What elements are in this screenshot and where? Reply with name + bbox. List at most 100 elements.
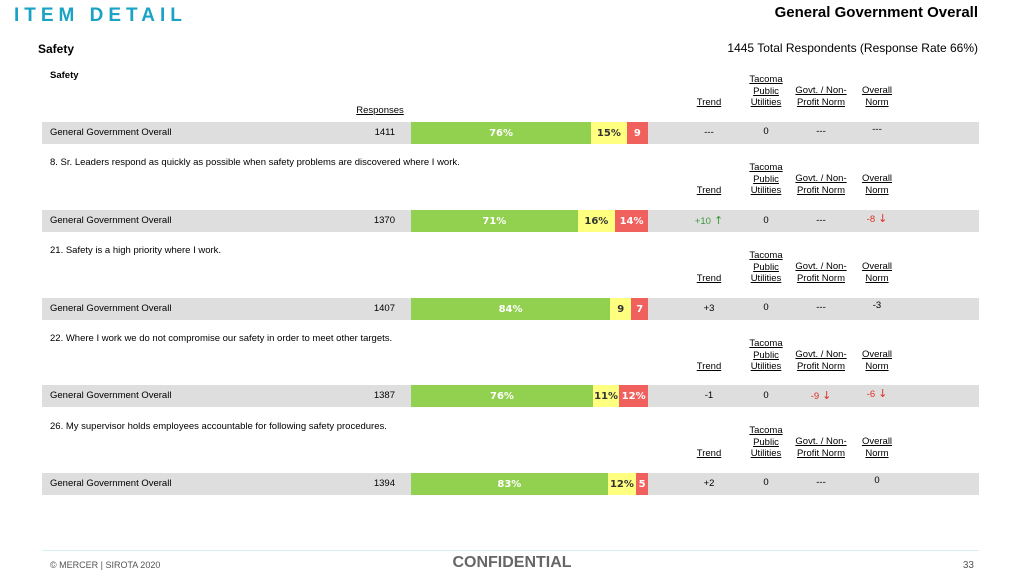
overall-norm-value: -3 bbox=[872, 300, 882, 311]
tpu-value: 0 bbox=[763, 477, 769, 488]
respondents-summary: 1445 Total Respondents (Response Rate 66… bbox=[727, 41, 978, 55]
response-count: 1411 bbox=[374, 127, 395, 138]
arrow-up-icon: ↑ bbox=[713, 214, 724, 227]
neutral-segment: 15% bbox=[591, 122, 627, 144]
overall-norm-value: -6 bbox=[866, 389, 876, 400]
govt-norm-value: --- bbox=[816, 126, 826, 137]
row-label: General Government Overall bbox=[50, 303, 172, 314]
copyright: © MERCER | SIROTA 2020 bbox=[50, 560, 161, 570]
neutral-segment: 9 bbox=[610, 298, 632, 320]
tpu-header-line: Public bbox=[753, 173, 779, 185]
row-label: General Government Overall bbox=[50, 390, 172, 401]
question-text: 8. Sr. Leaders respond as quickly as pos… bbox=[50, 157, 460, 168]
unfavorable-segment: 5 bbox=[636, 473, 648, 495]
govt-norm-value: -9 bbox=[810, 391, 820, 402]
row-label: General Government Overall bbox=[50, 215, 172, 226]
govt-norm-header-line: Govt. / Non- bbox=[795, 85, 847, 96]
govt-norm-value: --- bbox=[816, 302, 826, 313]
distribution-bar: 71% 16% 14% bbox=[411, 210, 648, 232]
favorable-segment: 76% bbox=[411, 122, 592, 144]
response-count: 1407 bbox=[373, 303, 395, 314]
trend-header: Trend bbox=[696, 361, 722, 372]
govt-norm-header-line: Govt. / Non- bbox=[795, 349, 847, 360]
favorable-segment: 71% bbox=[411, 210, 578, 232]
tpu-value: 0 bbox=[763, 302, 769, 313]
overall-norm-header-line: Overall bbox=[861, 85, 893, 96]
neutral-segment: 12% bbox=[607, 473, 637, 495]
trend-header: Trend bbox=[696, 185, 722, 196]
tpu-header: Tacoma Public Utilities bbox=[741, 74, 791, 109]
tpu-header-line: Tacoma bbox=[749, 425, 783, 436]
overall-norm-cell: -6 ↓ bbox=[852, 383, 902, 406]
arrow-down-icon: ↓ bbox=[878, 212, 888, 225]
govt-norm-header-line: Profit Norm bbox=[796, 272, 846, 284]
tpu-header-line: Tacoma bbox=[749, 74, 783, 85]
overall-norm-header-line: Overall bbox=[861, 349, 893, 360]
overall-norm-header-line: Norm bbox=[865, 447, 889, 459]
trend-header: Trend bbox=[696, 97, 722, 108]
govt-norm-header: Govt. / Non- Profit Norm bbox=[792, 436, 850, 459]
overall-norm-cell: -8 ↓ bbox=[852, 208, 902, 231]
overall-norm-header: Overall Norm bbox=[852, 436, 902, 459]
govt-norm-header-line: Govt. / Non- bbox=[795, 261, 847, 272]
page-number: 33 bbox=[962, 560, 974, 571]
trend-value: +10 bbox=[694, 216, 711, 227]
row-label: General Government Overall bbox=[50, 478, 172, 489]
row-label: General Government Overall bbox=[50, 127, 172, 138]
overall-norm-header-line: Norm bbox=[865, 96, 889, 108]
overall-norm-header: Overall Norm bbox=[852, 173, 902, 196]
responses-header: Responses bbox=[356, 105, 404, 116]
neutral-segment: 16% bbox=[577, 210, 616, 232]
section-name: Safety bbox=[38, 42, 75, 56]
response-count: 1370 bbox=[373, 215, 395, 226]
favorable-segment: 76% bbox=[411, 385, 593, 407]
footer-divider bbox=[42, 550, 979, 551]
tpu-header-line: Utilities bbox=[750, 448, 782, 459]
govt-norm-value: --- bbox=[816, 477, 826, 488]
tpu-header-line: Utilities bbox=[750, 361, 782, 372]
govt-norm-header-line: Govt. / Non- bbox=[795, 436, 847, 447]
response-count: 1387 bbox=[373, 390, 395, 401]
govt-norm-header-line: Govt. / Non- bbox=[795, 173, 847, 184]
overall-norm-header-line: Overall bbox=[861, 436, 893, 447]
govt-norm-header: Govt. / Non- Profit Norm bbox=[792, 349, 850, 372]
overall-norm-header: Overall Norm bbox=[852, 261, 902, 284]
trend-header: Trend bbox=[696, 448, 722, 459]
tpu-header-line: Public bbox=[753, 436, 779, 448]
tpu-header: Tacoma Public Utilities bbox=[741, 425, 791, 460]
tpu-value: 0 bbox=[763, 215, 769, 226]
unfavorable-segment: 9 bbox=[626, 122, 648, 144]
overall-norm-value: 0 bbox=[874, 475, 880, 486]
tpu-value: 0 bbox=[763, 390, 769, 401]
govt-norm-header-line: Profit Norm bbox=[796, 360, 846, 372]
neutral-segment: 11% bbox=[592, 385, 620, 407]
overall-norm-header-line: Overall bbox=[861, 261, 893, 272]
tpu-header-line: Public bbox=[753, 85, 779, 97]
govt-norm-header-line: Profit Norm bbox=[796, 447, 846, 459]
tpu-header-line: Utilities bbox=[750, 97, 782, 108]
tpu-header: Tacoma Public Utilities bbox=[741, 162, 791, 197]
tpu-header-line: Public bbox=[753, 349, 779, 361]
overall-norm-value: --- bbox=[872, 124, 882, 135]
favorable-segment: 84% bbox=[411, 298, 611, 320]
govt-norm-value: --- bbox=[816, 215, 826, 226]
distribution-bar: 76% 11% 12% bbox=[411, 385, 648, 407]
trend-value: --- bbox=[704, 127, 714, 138]
overall-norm-header-line: Norm bbox=[865, 272, 889, 284]
trend-value: +3 bbox=[703, 303, 715, 314]
favorable-segment: 83% bbox=[411, 473, 608, 495]
overall-norm-header-line: Norm bbox=[865, 184, 889, 196]
report-title: General Government Overall bbox=[774, 4, 978, 21]
govt-norm-header: Govt. / Non- Profit Norm bbox=[792, 261, 850, 284]
confidential-label: CONFIDENTIAL bbox=[452, 554, 572, 571]
tpu-value: 0 bbox=[763, 126, 769, 137]
arrow-down-icon: ↓ bbox=[878, 387, 888, 400]
tpu-header: Tacoma Public Utilities bbox=[741, 250, 791, 285]
overall-norm-header-line: Overall bbox=[861, 173, 893, 184]
arrow-down-icon: ↓ bbox=[822, 389, 832, 402]
slide-title: ITEM DETAIL bbox=[14, 5, 187, 26]
govt-norm-header: Govt. / Non- Profit Norm bbox=[792, 173, 850, 196]
question-text: 26. My supervisor holds employees accoun… bbox=[50, 421, 387, 432]
tpu-header: Tacoma Public Utilities bbox=[741, 338, 791, 373]
distribution-bar: 84% 9 7 bbox=[411, 298, 648, 320]
